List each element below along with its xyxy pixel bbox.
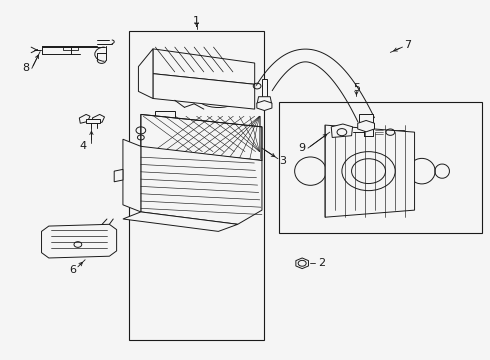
Bar bbox=[129, 31, 265, 339]
Text: 6: 6 bbox=[70, 265, 76, 275]
Polygon shape bbox=[138, 49, 153, 99]
Polygon shape bbox=[325, 125, 415, 217]
Polygon shape bbox=[123, 139, 141, 212]
Polygon shape bbox=[153, 74, 255, 109]
Polygon shape bbox=[257, 97, 271, 104]
Polygon shape bbox=[93, 114, 104, 123]
Polygon shape bbox=[331, 124, 352, 138]
Text: 7: 7 bbox=[404, 40, 411, 50]
Text: 4: 4 bbox=[79, 141, 86, 151]
Ellipse shape bbox=[196, 85, 240, 108]
Polygon shape bbox=[358, 121, 374, 132]
Polygon shape bbox=[86, 119, 99, 123]
Ellipse shape bbox=[177, 171, 216, 196]
Polygon shape bbox=[296, 258, 309, 269]
Polygon shape bbox=[79, 114, 90, 123]
Polygon shape bbox=[257, 100, 272, 111]
Polygon shape bbox=[141, 146, 262, 224]
Ellipse shape bbox=[204, 88, 233, 104]
Ellipse shape bbox=[62, 234, 94, 247]
Polygon shape bbox=[42, 224, 117, 258]
Bar bbox=[63, 47, 78, 50]
Text: 1: 1 bbox=[193, 15, 200, 26]
Text: 3: 3 bbox=[279, 156, 286, 166]
Polygon shape bbox=[153, 49, 255, 84]
Polygon shape bbox=[141, 114, 262, 161]
Bar bbox=[262, 79, 267, 97]
Text: 8: 8 bbox=[23, 63, 29, 73]
Polygon shape bbox=[359, 114, 373, 125]
Polygon shape bbox=[114, 169, 123, 182]
Bar bbox=[394, 130, 404, 135]
Bar bbox=[279, 102, 482, 233]
Polygon shape bbox=[123, 212, 238, 231]
Text: 9: 9 bbox=[298, 143, 305, 153]
Text: 2: 2 bbox=[318, 258, 325, 268]
Text: 5: 5 bbox=[353, 83, 360, 93]
